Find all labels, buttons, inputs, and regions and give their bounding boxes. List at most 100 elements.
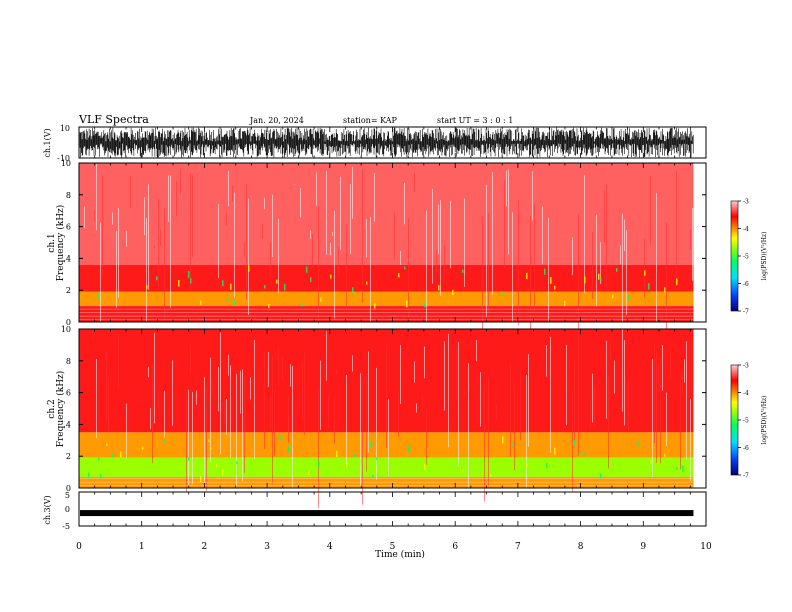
spectrogram-streak [578, 331, 579, 456]
spectrogram-streak [662, 344, 663, 391]
ch1-spectrogram-panel: 0 2 4 6 8 10 ch.1 Frequency (kHz) -3 -4 -5 -6 -7 … [47, 159, 768, 347]
spectrogram-speck [330, 274, 332, 279]
spectrogram-speck [190, 278, 192, 284]
spectrogram-streak [172, 360, 173, 426]
spectrogram-streak [546, 345, 547, 377]
frequency-tick-label: 4 [66, 420, 71, 429]
spectrogram-streak [312, 233, 313, 267]
spectrogram-speck [146, 285, 148, 289]
spectrogram-streak [268, 352, 269, 387]
spectrogram-streak [320, 360, 321, 430]
spectrogram-streak [282, 356, 283, 380]
spectrogram-streak [158, 390, 159, 409]
spectrogram-speck [336, 450, 338, 458]
spectrogram-streak [448, 333, 449, 448]
spectrogram-streak [438, 204, 439, 255]
ch1-colorbar-scale [730, 200, 739, 312]
ch1-frequency-ticks: 0 2 4 6 8 10 [61, 159, 706, 327]
spectrogram-speck [236, 461, 238, 464]
spectrogram-streak [190, 345, 191, 374]
ch3-waveform-frame [78, 491, 707, 527]
spectrogram-speck [280, 435, 282, 441]
spectrogram-streak [476, 339, 477, 362]
frequency-tick-label: 2 [66, 286, 71, 295]
spectrogram-streak [338, 246, 339, 275]
spectrogram-streak [534, 203, 535, 313]
ch1-waveform-ylabel: ch.1(V) [43, 128, 52, 157]
spectrogram-band-3 [79, 306, 694, 322]
spectrogram-speck [188, 457, 190, 461]
spectrogram-streak [262, 223, 263, 239]
spectrogram-streak [102, 176, 103, 278]
frequency-tick-label: 0 [66, 484, 71, 493]
spectrogram-streak [520, 367, 521, 441]
frequency-tick-label: 0 [66, 318, 71, 327]
spectrogram-speck [346, 462, 348, 467]
spectrogram-speck [554, 285, 556, 290]
spectrogram-streak [592, 232, 593, 299]
spectrogram-streak [450, 201, 451, 269]
spectrogram-streak [496, 404, 497, 420]
time-axis-label: Time (min) [375, 549, 425, 560]
spectrogram-streak [118, 336, 119, 389]
spectrogram-speck [598, 273, 600, 280]
spectrogram-streak [592, 373, 593, 423]
ch1-ytick-bottom: -10 [57, 154, 70, 163]
spectrogram-streak [532, 171, 533, 221]
spectrogram-streak [594, 386, 595, 428]
ch3-ytick-bottom: -5 [62, 522, 70, 531]
frequency-tick-label: 8 [66, 357, 71, 366]
ch1-spectrogram-image [79, 163, 694, 347]
ch2-spectrogram-image [79, 329, 694, 509]
spectrogram-streak [210, 357, 211, 463]
spectrogram-speck [222, 469, 224, 476]
spectrogram-streak [464, 198, 465, 287]
ch1-waveform-panel: 10 -10 ch.1(V) [43, 124, 707, 163]
spectrogram-speck [100, 474, 102, 480]
colorbar-tick-label: -4 [743, 390, 749, 397]
ch1-colorbar: -3 -4 -5 -6 -7 log(PSD)(V²/Hz) [730, 199, 768, 316]
spectrogram-streak [414, 172, 415, 192]
time-tick-label: 0 [76, 542, 82, 552]
spectrogram-streak [676, 171, 677, 277]
spectrogram-streak [492, 172, 493, 295]
spectrogram-streak [222, 402, 223, 405]
spectrogram-streak [360, 373, 361, 491]
spectrogram-streak [126, 403, 127, 458]
spectrogram-speck [676, 278, 678, 286]
spectrogram-streak [468, 363, 469, 489]
spectrogram-streak [96, 359, 97, 439]
spectrogram-speck [628, 295, 630, 301]
spectrogram-streak [274, 390, 275, 456]
spectrogram-streak [228, 170, 229, 207]
spectrogram-streak [212, 377, 213, 394]
spectrogram-streak [206, 388, 207, 492]
spectrogram-streak [400, 251, 401, 266]
frequency-tick-label: 10 [61, 159, 71, 168]
spectrogram-streak [398, 392, 399, 437]
spectrogram-streak [148, 184, 149, 290]
spectrogram-streak [666, 392, 667, 446]
spectrogram-streak [106, 353, 107, 422]
spectrogram-streak [394, 212, 395, 260]
spectrogram-streak [574, 359, 575, 442]
spectrogram-speck [200, 475, 202, 483]
spectrogram-speck [284, 283, 286, 291]
spectrogram-streak [328, 396, 329, 428]
ch1-colorbar-ticks: -3 -4 -5 -6 -7 [738, 199, 749, 316]
spectrogram-streak [622, 329, 623, 412]
spectrogram-streak [686, 341, 687, 460]
spectrogram-speck [88, 472, 90, 480]
spectrogram-streak [374, 173, 375, 222]
spectrogram-streak [346, 375, 347, 466]
spectrogram-speck [616, 268, 618, 272]
colorbar-tick-label: -3 [743, 199, 749, 206]
spectrogram-streak [624, 340, 625, 426]
ch2-frequency-ticks: 0 2 4 6 8 10 [61, 325, 706, 493]
spectrogram-streak [150, 407, 151, 430]
spectrogram-streak [628, 381, 629, 430]
ch3-waveform-ylabel: ch.3(V) [43, 495, 52, 524]
spectrogram-speck [374, 303, 376, 309]
spectrogram-streak [510, 362, 511, 457]
spectrogram-streak [218, 366, 219, 412]
